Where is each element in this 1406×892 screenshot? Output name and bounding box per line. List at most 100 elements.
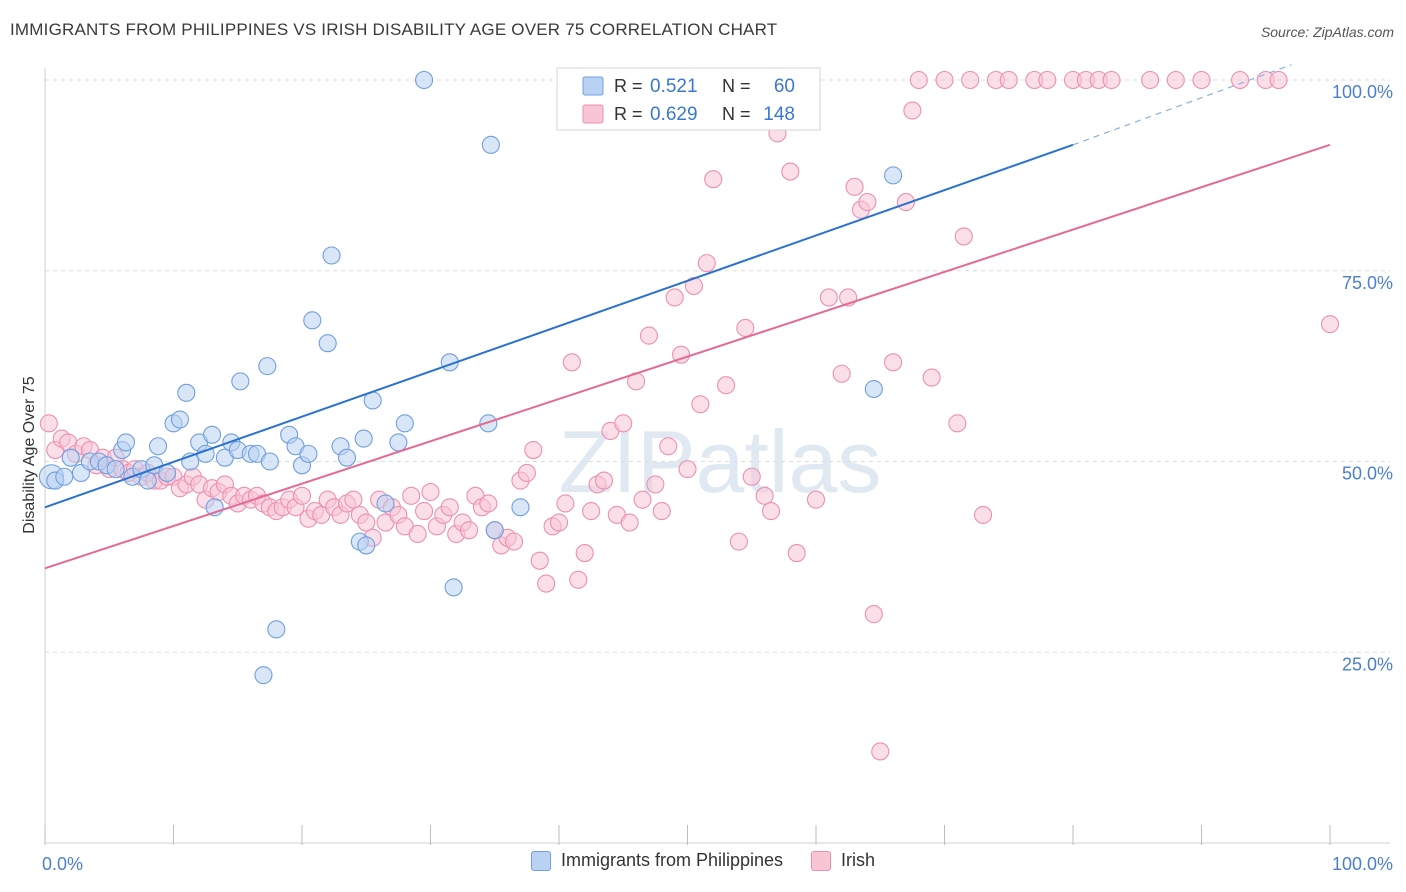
data-point-irish: [1038, 70, 1057, 90]
trend-line-irish: [44, 143, 1331, 570]
data-point-irish: [357, 513, 376, 532]
data-point-irish: [819, 288, 838, 307]
data-point-irish: [620, 513, 639, 532]
data-point-irish: [537, 574, 556, 593]
data-point-philippines: [55, 467, 74, 486]
data-point-irish: [858, 193, 877, 212]
data-point-irish: [1102, 70, 1121, 90]
data-point-irish: [556, 494, 575, 513]
data-point-irish: [973, 505, 993, 524]
x-tick-label: 0.0%: [42, 854, 83, 874]
data-point-irish: [549, 513, 569, 532]
data-point-philippines: [260, 452, 279, 471]
legend-n-label: N =: [722, 104, 751, 124]
legend-n-value: 60: [774, 76, 795, 97]
data-point-irish: [459, 521, 479, 540]
data-point-irish: [665, 288, 684, 307]
legend-swatch: [582, 76, 604, 96]
data-point-irish: [562, 353, 581, 372]
data-point-irish: [1192, 70, 1211, 90]
data-point-irish: [517, 463, 536, 482]
data-point-irish: [806, 490, 826, 509]
data-point-irish: [909, 70, 928, 90]
trend-lines: [44, 64, 1331, 570]
data-point-irish: [652, 502, 671, 521]
data-point-irish: [524, 441, 543, 460]
data-point-philippines: [138, 471, 157, 490]
data-point-irish: [954, 227, 973, 246]
y-axis-label: Disability Age Over 75: [21, 376, 38, 534]
data-point-philippines: [444, 578, 463, 597]
legend-item-philippines[interactable]: Immigrants from Philippines: [530, 850, 784, 871]
trend-line-philippines-extension: [1072, 64, 1292, 146]
data-point-philippines: [376, 494, 395, 513]
legend-top: R = 0.521 N = 60 R = 0.629 N = 148: [556, 67, 821, 131]
data-point-philippines: [303, 311, 322, 330]
data-point-irish: [845, 177, 864, 196]
data-point-irish: [922, 368, 941, 387]
data-point-irish: [736, 318, 755, 338]
data-point-philippines: [479, 414, 498, 433]
legend-label-irish: Irish: [841, 850, 876, 870]
data-point-philippines: [61, 448, 80, 467]
legend-bottom: Immigrants from Philippines Irish: [0, 850, 1406, 871]
data-point-irish: [999, 70, 1018, 90]
data-point-philippines: [337, 448, 357, 467]
data-point-irish: [1231, 70, 1250, 90]
data-point-philippines: [258, 357, 277, 376]
data-point-philippines: [177, 383, 196, 402]
data-point-irish: [292, 486, 312, 505]
data-point-irish: [903, 101, 922, 120]
legend-r-value: 0.521: [650, 76, 698, 97]
data-point-irish: [569, 570, 588, 589]
y-tick-label: 50.0%: [1342, 464, 1393, 484]
data-point-philippines: [170, 410, 189, 429]
data-point-philippines: [357, 536, 376, 555]
chart-source: Source: ZipAtlas.com: [1260, 24, 1394, 40]
x-tick-label: 100.0%: [1332, 854, 1393, 874]
data-point-philippines: [116, 433, 136, 452]
data-point-irish: [691, 395, 710, 414]
data-point-irish: [594, 471, 614, 490]
legend-swatch-philippines: [530, 850, 551, 871]
data-point-irish: [1166, 70, 1185, 90]
data-point-irish: [884, 353, 903, 372]
data-point-philippines: [267, 620, 286, 639]
data-point-philippines: [481, 135, 500, 154]
data-point-philippines: [149, 437, 168, 456]
data-point-irish: [716, 376, 736, 395]
data-point-irish: [871, 742, 890, 761]
data-point-irish: [344, 490, 363, 509]
y-tick-label: 75.0%: [1342, 273, 1393, 293]
data-point-irish: [575, 544, 594, 563]
data-point-irish: [440, 498, 459, 517]
data-point-philippines: [106, 460, 125, 479]
legend-label-philippines: Immigrants from Philippines: [560, 850, 784, 870]
data-point-irish: [421, 482, 440, 502]
data-point-philippines: [203, 425, 222, 444]
data-point-irish: [864, 605, 883, 624]
data-point-irish: [672, 345, 691, 364]
data-point-irish: [787, 544, 806, 563]
data-point-irish: [614, 414, 633, 433]
data-point-philippines: [318, 334, 337, 353]
data-point-irish: [39, 414, 58, 433]
series-philippines: [38, 70, 903, 685]
data-point-irish: [742, 467, 761, 486]
data-point-philippines: [485, 521, 504, 540]
data-point-philippines: [254, 666, 273, 685]
data-point-irish: [729, 532, 748, 551]
data-point-irish: [582, 502, 601, 521]
legend-r-label: R =: [614, 104, 643, 124]
legend-item-irish[interactable]: Irish: [811, 850, 875, 871]
data-point-irish: [781, 162, 800, 181]
data-point-irish: [697, 254, 716, 273]
legend-swatch: [582, 104, 604, 124]
legend-n-label: N =: [722, 76, 751, 96]
data-point-irish: [633, 490, 652, 509]
y-tick-label: 100.0%: [1332, 82, 1393, 102]
data-point-irish: [896, 193, 916, 212]
y-tick-label: 25.0%: [1342, 654, 1393, 674]
data-point-irish: [639, 326, 659, 345]
